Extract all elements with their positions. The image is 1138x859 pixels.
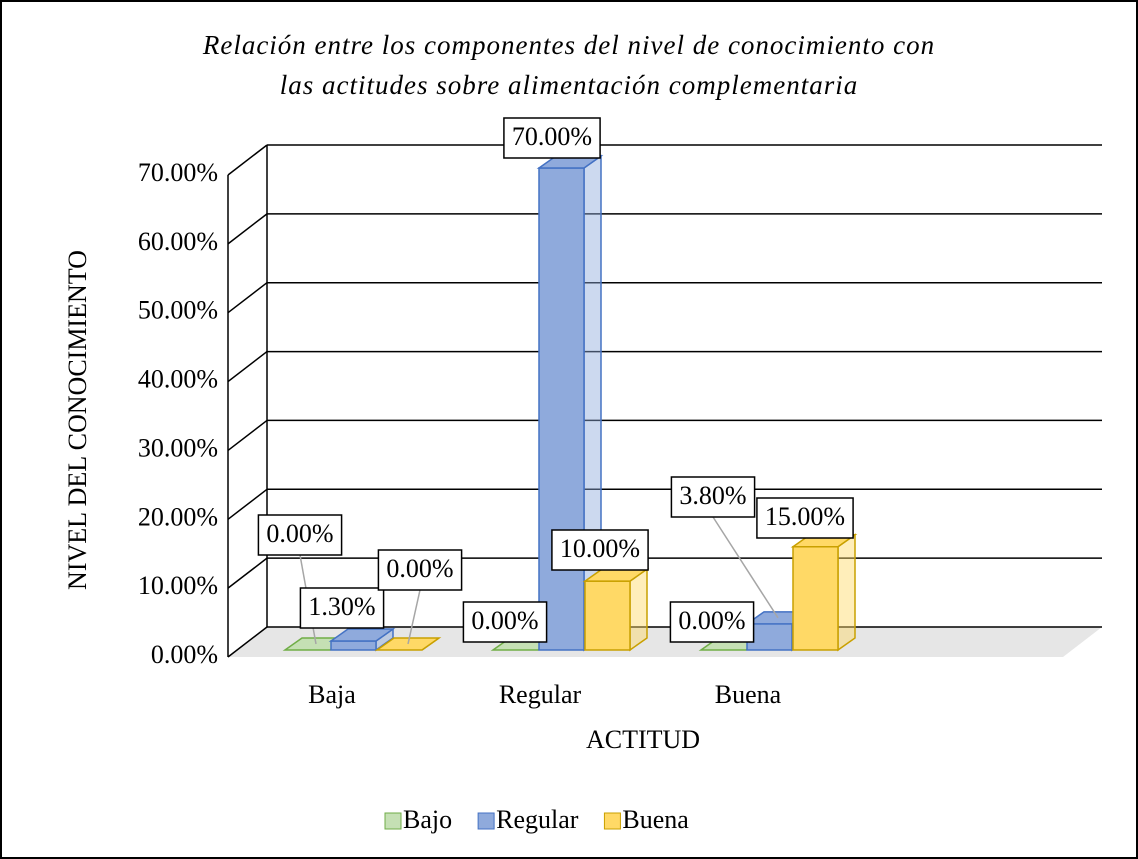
- data-label: 70.00%: [512, 122, 592, 151]
- y-tick-label: 10.00%: [138, 571, 218, 600]
- floor: [228, 627, 1102, 657]
- x-tick-label: Regular: [499, 680, 582, 709]
- y-tick-label: 30.00%: [138, 433, 218, 462]
- data-label-box: [299, 587, 385, 629]
- chart-title: Relación entre los componentes del nivel…: [202, 30, 935, 60]
- legend-label: Bajo: [403, 805, 452, 834]
- grid-line-side: [227, 419, 268, 452]
- grid-line-side: [227, 488, 268, 520]
- legend-label: Buena: [622, 805, 689, 834]
- legend-swatch: [603, 812, 621, 830]
- bar: [584, 580, 631, 651]
- grid-line-side: [227, 282, 268, 314]
- data-label: 0.00%: [471, 606, 538, 635]
- legend-swatch: [477, 812, 495, 830]
- data-label: 10.00%: [560, 534, 640, 563]
- legend-swatch: [384, 812, 402, 830]
- grid-line-side: [227, 626, 268, 658]
- data-label-box: [462, 601, 548, 643]
- data-label-box: [756, 497, 854, 539]
- bar-side: [629, 567, 648, 652]
- bar: [538, 167, 585, 651]
- bar: [746, 623, 793, 651]
- legend-label: Regular: [496, 805, 579, 834]
- grid-line-side: [227, 213, 268, 245]
- data-label-box: [377, 549, 463, 591]
- data-label-box: [551, 529, 649, 571]
- grid-line-side: [227, 557, 268, 589]
- bar-top: [536, 155, 604, 169]
- data-label: 15.00%: [765, 502, 845, 531]
- data-label-box: [257, 514, 343, 556]
- x-tick-label: Baja: [308, 680, 356, 709]
- data-label: 0.00%: [266, 519, 333, 548]
- x-tick-label: Buena: [715, 680, 782, 709]
- y-tick-label: 40.00%: [138, 365, 218, 394]
- y-tick-label: 60.00%: [138, 227, 218, 256]
- bar: [330, 640, 377, 651]
- data-label: 3.80%: [679, 481, 746, 510]
- y-tick-label: 50.00%: [138, 296, 218, 325]
- y-tick-label: 70.00%: [138, 158, 218, 187]
- data-label: 1.30%: [308, 592, 375, 621]
- bar-top: [328, 628, 396, 642]
- leader-line: [712, 516, 779, 619]
- bar-side: [837, 533, 856, 652]
- grid-line-side: [227, 350, 268, 383]
- y-tick-label: 20.00%: [138, 502, 218, 531]
- data-label-box: [670, 476, 756, 518]
- chart-title: las actitudes sobre alimentación complem…: [280, 70, 858, 100]
- x-axis-title: ACTITUD: [586, 725, 700, 754]
- y-axis-title: NIVEL DEL CONOCIMIENTO: [63, 250, 92, 590]
- data-label-box: [503, 117, 601, 159]
- data-label: 0.00%: [386, 554, 453, 583]
- data-label: 0.00%: [678, 606, 745, 635]
- grid-line-side: [227, 144, 268, 176]
- data-label-box: [669, 601, 755, 643]
- bar: [792, 545, 839, 651]
- y-tick-label: 0.00%: [151, 640, 218, 669]
- leader-line: [407, 589, 421, 645]
